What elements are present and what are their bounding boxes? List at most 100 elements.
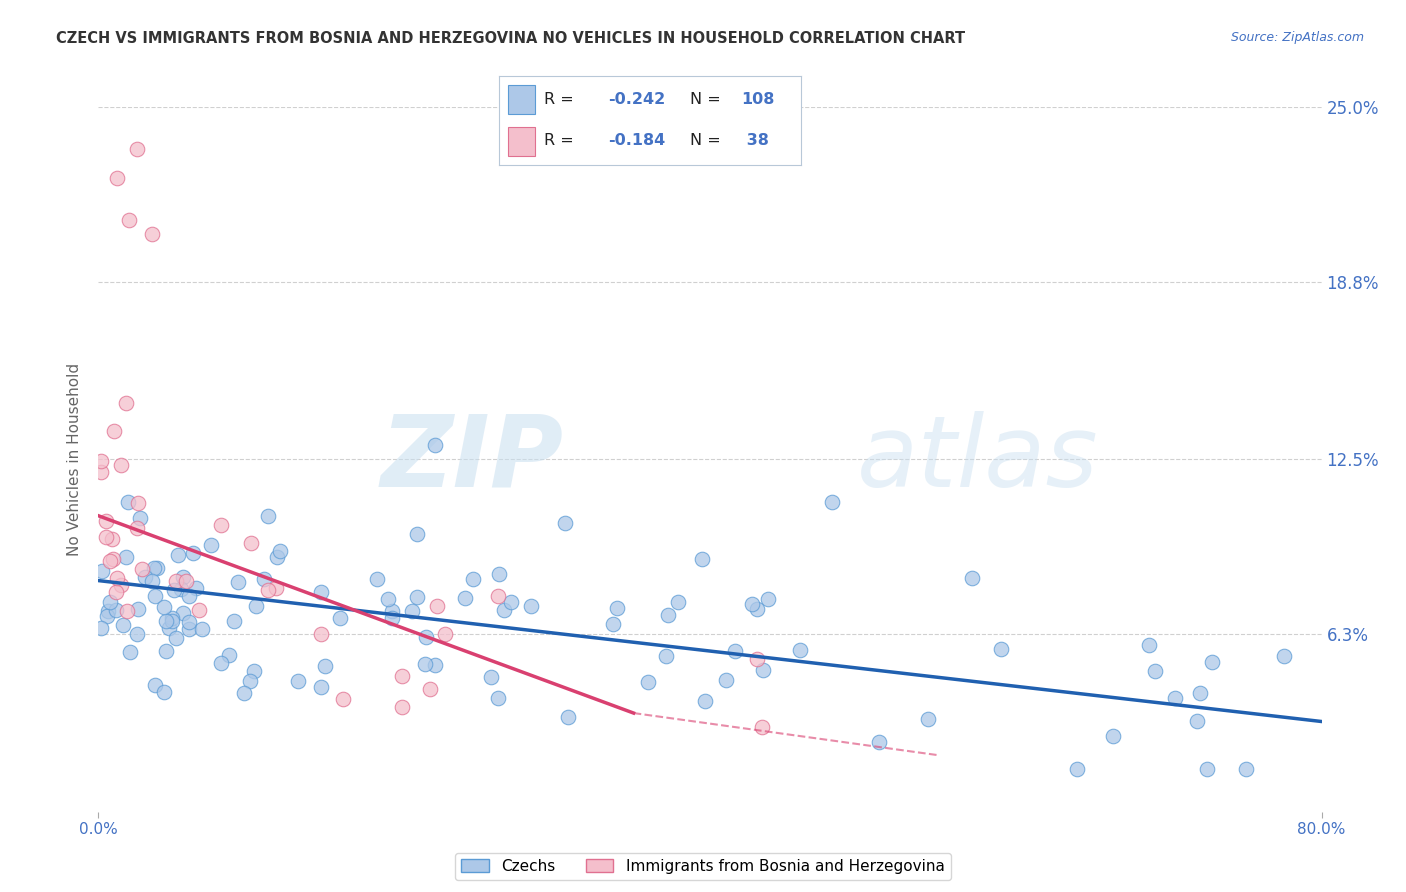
- Point: [695, 693, 717, 707]
- Point: [745, 602, 768, 616]
- Point: [423, 438, 446, 452]
- Point: [152, 685, 174, 699]
- Point: [155, 614, 177, 628]
- Point: [479, 670, 502, 684]
- Point: [751, 720, 773, 734]
- Point: [105, 170, 128, 185]
- Point: [240, 536, 263, 550]
- Point: [690, 551, 713, 566]
- Point: [233, 686, 256, 700]
- Point: [1144, 664, 1167, 678]
- Point: [129, 511, 152, 525]
- Point: [309, 585, 332, 599]
- Point: [94, 514, 117, 528]
- Point: [741, 597, 763, 611]
- Point: [253, 572, 276, 586]
- Point: [756, 592, 779, 607]
- Point: [110, 458, 132, 472]
- Point: [90, 621, 112, 635]
- Point: [111, 618, 134, 632]
- Point: [179, 589, 201, 603]
- Point: [1137, 638, 1160, 652]
- Point: [724, 643, 747, 657]
- Point: [266, 550, 288, 565]
- Point: [868, 735, 890, 749]
- Point: [1102, 730, 1125, 744]
- Point: [287, 674, 309, 689]
- Text: 38: 38: [741, 134, 769, 148]
- Point: [789, 643, 811, 657]
- Text: R =: R =: [544, 92, 579, 106]
- Point: [557, 710, 579, 724]
- Point: [751, 663, 773, 677]
- Point: [160, 614, 183, 628]
- Text: Source: ZipAtlas.com: Source: ZipAtlas.com: [1230, 31, 1364, 45]
- Point: [486, 690, 509, 705]
- Point: [143, 678, 166, 692]
- Point: [209, 517, 232, 532]
- Point: [463, 572, 485, 586]
- Point: [115, 549, 138, 564]
- Point: [655, 648, 678, 663]
- Point: [405, 591, 427, 605]
- Point: [454, 591, 477, 605]
- Point: [165, 574, 187, 588]
- Point: [98, 595, 121, 609]
- Point: [917, 712, 939, 726]
- Point: [405, 527, 427, 541]
- Point: [381, 604, 404, 618]
- Point: [1201, 655, 1223, 669]
- Point: [157, 621, 180, 635]
- Point: [1187, 714, 1209, 728]
- Point: [170, 582, 193, 596]
- Point: [125, 521, 148, 535]
- Point: [329, 610, 352, 624]
- Point: [90, 465, 112, 479]
- Point: [90, 565, 112, 579]
- Point: [117, 495, 139, 509]
- Point: [314, 658, 336, 673]
- Point: [391, 668, 413, 682]
- FancyBboxPatch shape: [508, 85, 536, 114]
- Text: R =: R =: [544, 134, 579, 148]
- Point: [101, 552, 124, 566]
- FancyBboxPatch shape: [508, 127, 536, 156]
- Point: [115, 604, 138, 618]
- Point: [488, 567, 510, 582]
- Point: [125, 627, 148, 641]
- Point: [105, 585, 128, 599]
- Point: [120, 645, 142, 659]
- Point: [162, 583, 184, 598]
- Point: [90, 454, 112, 468]
- Point: [101, 532, 124, 546]
- Point: [141, 227, 163, 241]
- Point: [153, 600, 176, 615]
- Point: [134, 570, 156, 584]
- Text: -0.242: -0.242: [607, 92, 665, 106]
- Point: [401, 604, 423, 618]
- Point: [98, 554, 121, 568]
- Point: [311, 627, 333, 641]
- Point: [425, 657, 447, 672]
- Point: [143, 560, 166, 574]
- Point: [554, 516, 576, 531]
- Point: [1164, 690, 1187, 705]
- Point: [413, 657, 436, 671]
- Point: [269, 544, 291, 558]
- Point: [127, 495, 149, 509]
- Point: [115, 396, 138, 410]
- Point: [184, 581, 207, 595]
- Point: [160, 610, 183, 624]
- Legend: Czechs, Immigrants from Bosnia and Herzegovina: Czechs, Immigrants from Bosnia and Herze…: [456, 853, 950, 880]
- Point: [166, 549, 188, 563]
- Point: [714, 673, 737, 687]
- Point: [602, 616, 624, 631]
- Point: [257, 582, 280, 597]
- Point: [131, 562, 153, 576]
- Point: [177, 615, 200, 630]
- Text: 108: 108: [741, 92, 775, 106]
- Point: [377, 592, 399, 607]
- Point: [745, 652, 768, 666]
- Point: [1066, 763, 1088, 777]
- Point: [94, 530, 117, 544]
